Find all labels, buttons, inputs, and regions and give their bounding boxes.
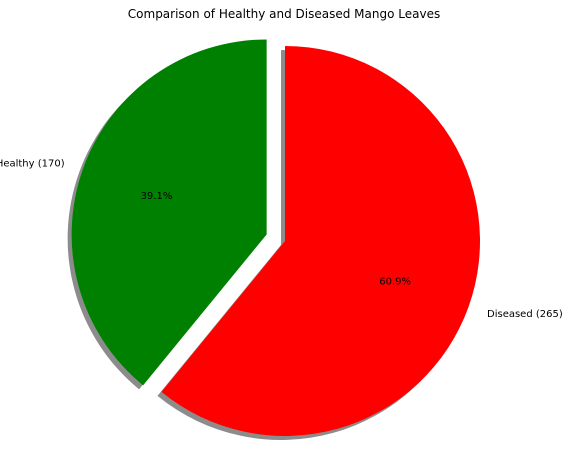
slice-percent-1: 60.9% xyxy=(379,276,411,287)
slice-percent-0: 39.1% xyxy=(141,191,173,202)
chart-title: Comparison of Healthy and Diseased Mango… xyxy=(128,7,440,21)
slice-label-0: Healthy (170) xyxy=(0,158,65,169)
slice-label-1: Diseased (265) xyxy=(487,309,563,320)
